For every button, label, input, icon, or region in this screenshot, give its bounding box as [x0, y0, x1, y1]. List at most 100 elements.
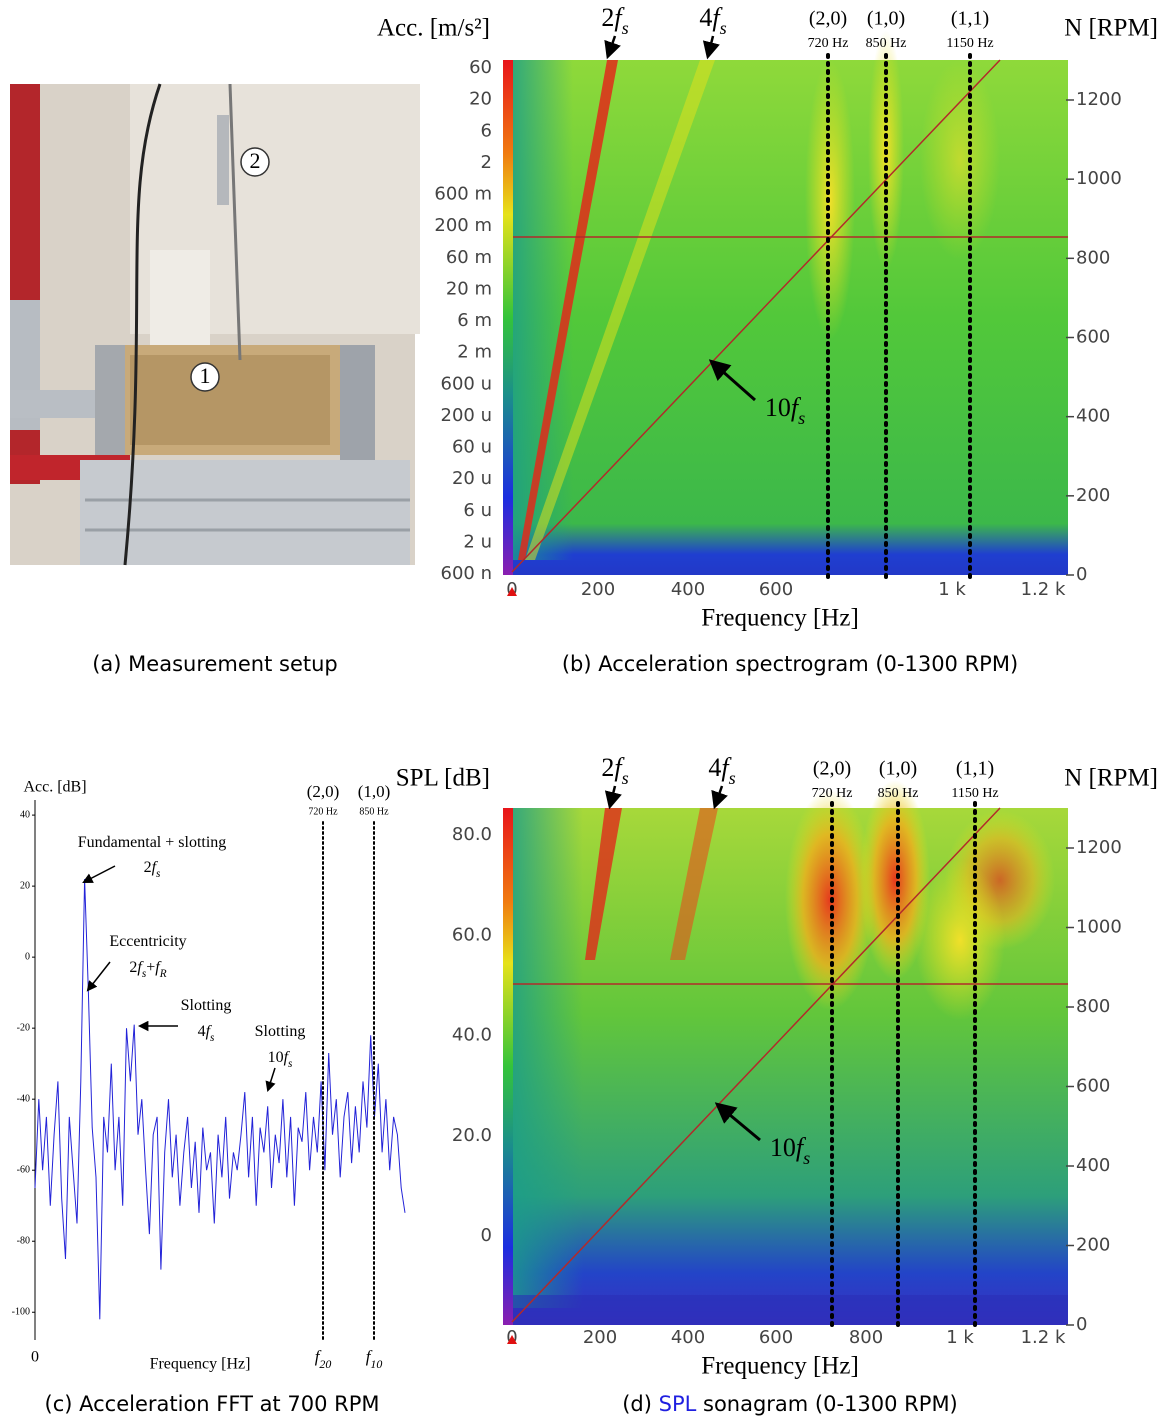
text-part: (d) — [622, 1392, 658, 1416]
annotation: Eccentricity — [109, 933, 186, 950]
y-tick-label: 200 u — [441, 405, 493, 426]
y-axis-label: Acc. [m/s²] — [377, 15, 490, 42]
arrow — [702, 35, 720, 60]
y-tick-label: 60 — [469, 57, 492, 78]
frequency-marker: f10 — [366, 1347, 383, 1371]
mode-freq: 850 Hz — [359, 806, 389, 817]
x-tick-label: 1 k — [946, 1327, 974, 1348]
annotation: 4fs — [198, 1023, 215, 1044]
mode-label: (1,0) — [867, 8, 905, 30]
y-tick-label: 0 — [25, 951, 30, 962]
annotation: 10fs — [268, 1049, 293, 1070]
y-tick-label: 6 m — [457, 310, 492, 331]
mode-freq: 850 Hz — [866, 36, 907, 51]
y2-tick-label: 1200 — [1076, 837, 1122, 858]
x-axis-label: Frequency [Hz] — [701, 1353, 859, 1380]
y2-tick-label: 1200 — [1076, 89, 1122, 110]
y2-axis-label: N [RPM] — [1064, 15, 1158, 42]
x-tick-label: 200 — [583, 1327, 617, 1348]
x-tick-label: 600 — [759, 579, 793, 600]
fft-line — [34, 878, 406, 1320]
marker-circle — [190, 362, 220, 392]
y-axis-label: SPL [dB] — [396, 765, 490, 792]
y-tick-label: 60 u — [452, 437, 492, 458]
mode-label: (2,0) — [307, 782, 340, 801]
y-tick-label: 60.0 — [452, 924, 492, 945]
y2-tick-label: 1000 — [1076, 168, 1122, 189]
x-tick-label: 1 k — [938, 579, 966, 600]
text-part: s — [210, 1032, 215, 1044]
mode-label: (2,0) — [809, 8, 847, 30]
text-part: SPL — [659, 1392, 697, 1416]
y2-tick-label: 600 — [1076, 1076, 1110, 1097]
y-tick-label: -40 — [17, 1093, 30, 1104]
marker-label: 1 — [200, 363, 211, 388]
x-origin-marker — [507, 587, 517, 596]
mode-freq: 720 Hz — [808, 36, 849, 51]
spectrogram-b — [503, 30, 1068, 575]
y-tick-label: 20 m — [446, 278, 492, 299]
y-tick-label: -80 — [17, 1236, 30, 1247]
caption: (b) Acceleration spectrogram (0-1300 RPM… — [562, 652, 1018, 676]
harmonic-label: 2fs — [601, 753, 628, 788]
text-part: f — [614, 753, 625, 782]
photo — [10, 83, 420, 566]
text-part: s — [156, 868, 161, 880]
x-origin-label: 0 — [31, 1349, 39, 1366]
y2-tick-label: 600 — [1076, 327, 1110, 348]
marker-circle — [240, 147, 270, 177]
y2-tick-label: 200 — [1076, 485, 1110, 506]
y-tick-label: 600 m — [434, 184, 492, 205]
y-tick-label: 20 — [469, 89, 492, 110]
text-part: Fundamental + slotting — [78, 834, 227, 851]
y2-axis-label: N [RPM] — [1064, 765, 1158, 792]
text-part: f — [284, 1049, 291, 1066]
y-axis-label: Acc. [dB] — [23, 779, 86, 796]
caption: (a) Measurement setup — [92, 652, 338, 676]
x-tick-label: 200 — [581, 579, 615, 600]
labels: (a) Measurement setup (b) Acceleration sp… — [12, 3, 1158, 1416]
text-part: s — [720, 18, 727, 38]
mode-freq: 1150 Hz — [951, 786, 998, 801]
annotation: 2fs+fR — [129, 959, 166, 980]
annotation: Slotting — [255, 1023, 306, 1040]
y-tick-label: 0 — [481, 1225, 492, 1246]
text-part: f — [614, 3, 625, 32]
y2-tick-label: 200 — [1076, 1235, 1110, 1256]
text-part: 2 — [144, 859, 152, 876]
x-axis-label: Frequency [Hz] — [150, 1356, 251, 1373]
y-tick-label: 2 u — [463, 531, 492, 552]
text-part: f — [137, 959, 144, 976]
annotation: Fundamental + slotting — [78, 834, 227, 851]
text-part: 10 — [268, 1049, 284, 1066]
text-part: f — [155, 959, 162, 976]
marker-label: 2 — [250, 148, 261, 173]
x-origin-marker — [507, 1335, 517, 1344]
mode-freq: 720 Hz — [308, 806, 338, 817]
y-tick-label: 600 u — [441, 373, 493, 394]
x-tick-label: 1.2 k — [1021, 1327, 1066, 1348]
text-part: s — [142, 968, 147, 980]
text-part: Slotting — [181, 997, 232, 1014]
text-part: f — [152, 859, 159, 876]
mode-label: (1,1) — [951, 8, 989, 30]
text-part: f — [206, 1023, 213, 1040]
y-tick-label: 40 — [20, 809, 30, 820]
text-part: f — [796, 1133, 807, 1162]
y2-tick-label: 1000 — [1076, 917, 1122, 938]
mode-label: (1,1) — [956, 758, 994, 780]
text-part: sonagram (0-1300 RPM) — [696, 1392, 957, 1416]
y-tick-label: -100 — [12, 1307, 30, 1318]
frequency-marker: f20 — [315, 1347, 332, 1371]
y2-tick-label: 400 — [1076, 1155, 1110, 1176]
text-part: f — [712, 3, 723, 32]
text-part: 10 — [770, 1133, 796, 1162]
y-tick-label: 20 u — [452, 468, 492, 489]
y-tick-label: 600 n — [441, 563, 493, 584]
arrow — [714, 1102, 761, 1142]
harmonic-label: 4fs — [708, 753, 735, 788]
mode-freq: 720 Hz — [812, 786, 853, 801]
x-tick-label: 1.2 k — [1021, 579, 1066, 600]
text-part: Slotting — [255, 1023, 306, 1040]
